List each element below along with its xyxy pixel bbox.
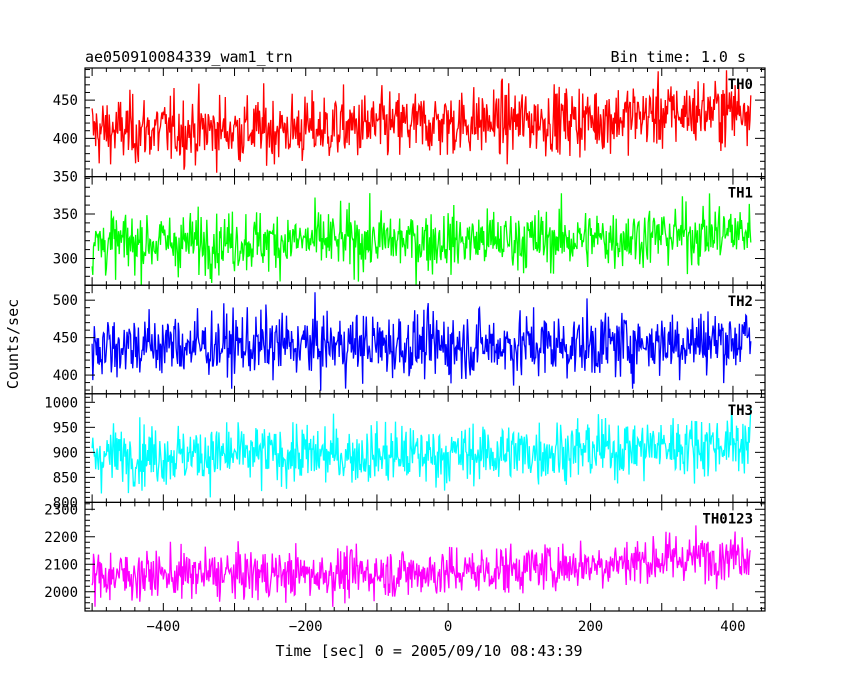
y-tick-label: 800	[53, 495, 78, 511]
y-tick-label: 350	[53, 170, 78, 186]
y-tick-label: 2000	[44, 585, 78, 601]
panel-label-th1: TH1	[728, 186, 753, 202]
bin-time-label: Bin time: 1.0 s	[611, 48, 746, 66]
x-axis-title: Time [sec] 0 = 2005/09/10 08:43:39	[275, 642, 582, 660]
series-line-th1	[91, 193, 752, 286]
panel-label-th3: TH3	[728, 403, 753, 419]
y-tick-label: 2100	[44, 557, 78, 573]
panel-frame	[84, 501, 766, 612]
panel-th1: TH1 300 350	[53, 176, 766, 286]
time-axis: −400 −200 0 200 400	[146, 619, 745, 635]
x-tick-label: 200	[578, 619, 603, 635]
y-tick-label: 2200	[44, 530, 78, 546]
x-tick-label: 0	[444, 619, 452, 635]
y-tick-label: 2300	[44, 502, 78, 518]
x-tick-label: −200	[289, 619, 323, 635]
y-tick-label: 850	[53, 470, 78, 486]
panel-th0123: TH0123 2000 2100 2200 2300	[44, 501, 766, 612]
panel-th2: TH2 400 450 500	[53, 284, 766, 395]
y-tick-label: 400	[53, 368, 78, 384]
y-axis-title: Counts/sec	[4, 299, 22, 389]
panel-label-th2: TH2	[728, 294, 753, 310]
panel-label-th0123: TH0123	[702, 511, 753, 527]
x-tick-label: −400	[146, 619, 180, 635]
y-tick-label: 450	[53, 331, 78, 347]
panel-th0: TH0 350 400 450	[53, 67, 766, 186]
y-tick-label: 950	[53, 420, 78, 436]
series-line-th3	[91, 406, 752, 498]
y-tick-label: 450	[53, 93, 78, 109]
y-tick-label: 500	[53, 293, 78, 309]
y-tick-label: 350	[53, 207, 78, 223]
panel-stack: TH0 350 400 450 TH1 300 350 TH2 400 450 500 TH3 800 8…	[44, 67, 766, 612]
x-tick-label: 400	[720, 619, 745, 635]
series-line-th0	[91, 70, 752, 173]
y-tick-label: 400	[53, 131, 78, 147]
panel-label-th0: TH0	[728, 77, 753, 93]
panel-th3: TH3 800 850 900 950 1000	[44, 393, 766, 511]
series-line-th2	[91, 292, 752, 391]
source-title: ae050910084339_wam1_trn	[85, 48, 293, 66]
series-line-th0123	[91, 525, 751, 607]
y-tick-label: 1000	[44, 395, 78, 411]
y-tick-label: 900	[53, 445, 78, 461]
y-tick-label: 300	[53, 251, 78, 267]
